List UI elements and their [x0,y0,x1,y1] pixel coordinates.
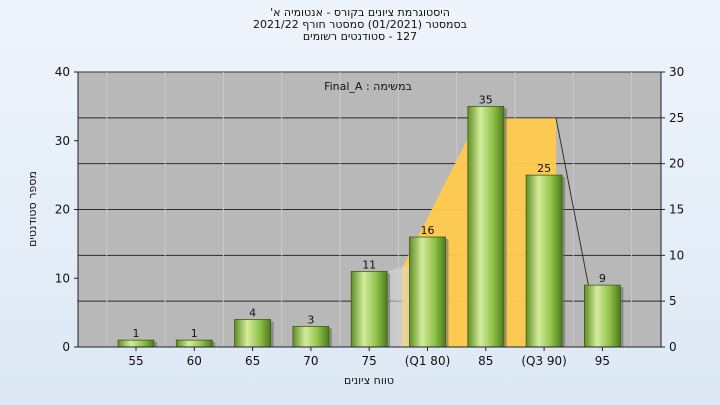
bar [584,284,621,348]
y2-tick-label: 0 [669,340,677,354]
y-tick-label: 20 [55,203,70,217]
tail-shade [387,265,410,347]
y2-tick-label: 15 [669,203,684,217]
x-tick-label: 55 [128,354,143,368]
bar [117,339,155,348]
y-tick-label: 40 [55,65,70,79]
bar [467,105,505,348]
chart-title: היסטוגרמת ציונים בקורס - אנטומיה א' בסמס… [0,7,720,43]
data-label: 1 [133,327,140,340]
title-line-2: בסמסטר (01/2021) סמסטר חורף 2021/22 [253,18,467,31]
data-label: 3 [307,313,314,326]
y-tick-label: 30 [55,134,70,148]
x-tick-label: (Q1 80) [405,354,451,368]
y2-tick-label: 10 [669,248,684,262]
data-label: 1 [191,327,198,340]
x-tick-label: 65 [245,354,260,368]
y-tick-label: 0 [62,340,70,354]
data-label: 4 [249,307,256,320]
y2-tick-label: 30 [669,65,684,79]
data-label: 16 [421,224,435,237]
data-label: 25 [537,162,551,175]
data-label: 11 [362,258,376,271]
data-label: 9 [599,272,606,285]
data-label: 35 [479,93,493,106]
y2-tick-label: 25 [669,111,684,125]
x-tick-label: 70 [303,354,318,368]
y2-tick-label: 5 [669,294,677,308]
bar [525,174,563,348]
bar [175,339,213,348]
axes: 0 10 20 30 40 0 5 10 15 20 25 30 55 60 65 70 75 (Q1 80) 85… [55,65,685,368]
bar [292,325,330,348]
bar [350,270,388,348]
y2-tick-label: 20 [669,157,684,171]
quartile-whisker [555,118,589,286]
bars [117,105,624,348]
bar [234,319,272,348]
title-line-3: 127 - סטודנטים רשומים [302,30,418,43]
legend-text: במשימה : Final_A [324,80,412,93]
x-tick-label: 85 [478,354,493,368]
title-line-1: היסטוגרמת ציונים בקורס - אנטומיה א' [270,6,450,19]
x-tick-label: 95 [595,354,610,368]
x-tick-label: 75 [362,354,377,368]
x-axis-label: טווח ציונים [344,374,394,387]
bar [409,236,446,348]
x-tick-label: (Q3 90) [521,354,567,368]
y-axis-label: מספר סטודנטים [26,171,39,247]
x-tick-label: 60 [187,354,202,368]
y-tick-label: 10 [55,271,70,285]
